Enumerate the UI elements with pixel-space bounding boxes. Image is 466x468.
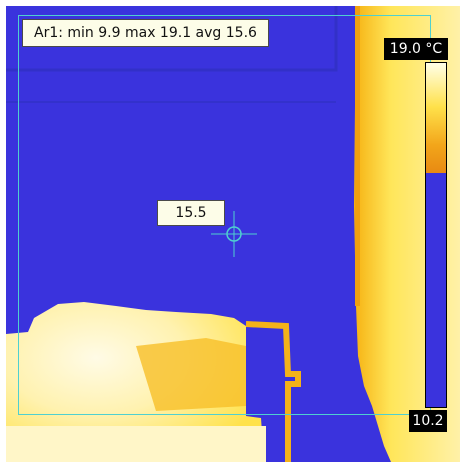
scale-min-label: 10.2 xyxy=(409,410,447,432)
spot-crosshair-icon[interactable] xyxy=(211,211,257,257)
spot-temperature-label: 15.5 xyxy=(157,200,225,226)
scale-max-label: 19.0 °C xyxy=(384,38,448,60)
heating-pipe xyxy=(245,321,301,462)
window-frame xyxy=(6,6,338,72)
scale-warm-segment xyxy=(426,63,446,174)
temperature-scale-bar xyxy=(425,62,447,408)
area-measurement-label: Ar1: min 9.9 max 19.1 avg 15.6 xyxy=(22,19,269,47)
